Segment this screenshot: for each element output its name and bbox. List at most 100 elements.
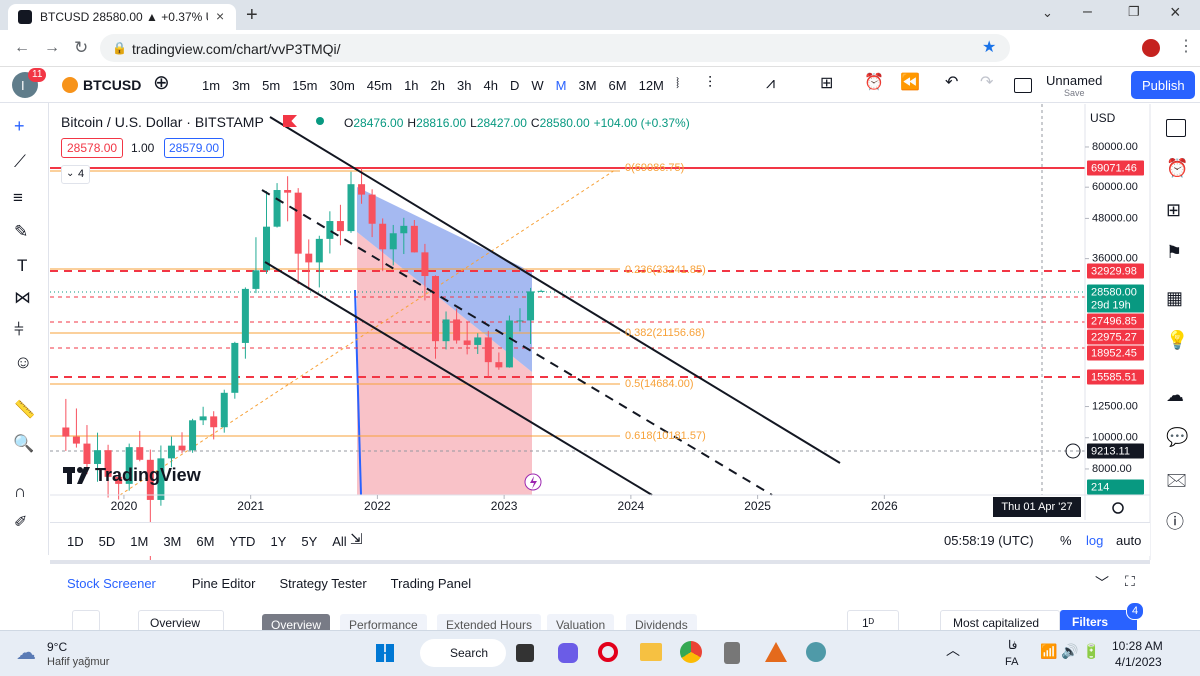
publish-button[interactable]: Publish	[1131, 71, 1195, 99]
screener-tab[interactable]: Performance	[340, 614, 427, 634]
pattern-tool[interactable]: ⋈	[14, 288, 31, 307]
app-matlab[interactable]	[765, 642, 787, 662]
profile[interactable]	[1142, 39, 1160, 57]
maximize[interactable]: ❐	[1128, 4, 1140, 19]
interval-button[interactable]: 15m	[292, 78, 318, 93]
active-tab[interactable]: BTCUSD 28580.00 ▲ +0.37% Unn ×	[8, 4, 236, 30]
minimize[interactable]: –	[1083, 3, 1092, 20]
range-button[interactable]: 1M	[130, 534, 149, 549]
zoom-tool[interactable]: 🔍	[13, 434, 35, 453]
interval-button[interactable]: W	[531, 78, 544, 93]
layout-name[interactable]: Unnamed	[1046, 73, 1103, 88]
cursor-tool[interactable]: +	[14, 116, 25, 136]
trendline-tool[interactable]: ⟋	[14, 152, 26, 171]
fib-tool[interactable]: ≡	[13, 188, 23, 207]
tab-close[interactable]: ×	[216, 8, 225, 24]
range-button[interactable]: 3M	[163, 534, 182, 549]
time[interactable]: 10:28 AM	[1112, 639, 1163, 653]
layouts[interactable]: ⊞	[820, 75, 834, 92]
bid-box[interactable]: 28578.00	[61, 138, 123, 158]
ask-box[interactable]: 28579.00	[164, 138, 224, 158]
chrome[interactable]	[680, 641, 702, 663]
interval-button[interactable]: 4h	[483, 78, 498, 93]
data-window[interactable]: ⊞	[1166, 200, 1182, 220]
range-button[interactable]: YTD	[229, 534, 256, 549]
calendar[interactable]: ▦	[1166, 288, 1184, 308]
currency[interactable]: USD	[1090, 111, 1116, 125]
interval-button[interactable]: 3h	[457, 78, 472, 93]
chats[interactable]: 💬	[1166, 427, 1189, 447]
tray-icons[interactable]: 📶 🔊 🔋	[1040, 643, 1101, 659]
interval-button[interactable]: 5m	[262, 78, 281, 93]
reload[interactable]: ↻	[74, 38, 89, 57]
help[interactable]: ⓘ	[1166, 512, 1184, 532]
plus-button[interactable]	[1065, 443, 1081, 459]
language[interactable]: فا	[1008, 638, 1018, 652]
text-tool[interactable]: T	[17, 256, 28, 275]
magnet-tool[interactable]: ∩	[14, 482, 27, 501]
date[interactable]: 4/1/2023	[1115, 655, 1162, 669]
screener-tab[interactable]: Extended Hours	[437, 614, 542, 634]
measure-tool[interactable]: 📏	[14, 400, 36, 419]
save[interactable]: Save	[1064, 88, 1085, 98]
task-view[interactable]	[516, 644, 534, 662]
start[interactable]	[376, 644, 394, 662]
teams[interactable]	[558, 643, 578, 663]
watchlist[interactable]	[1166, 119, 1186, 137]
interval-button[interactable]: 3M	[578, 78, 597, 93]
explorer[interactable]	[640, 643, 662, 661]
range-button[interactable]: 5D	[98, 534, 116, 549]
interval-button[interactable]: 1h	[404, 78, 419, 93]
symbol[interactable]: BTCUSD	[83, 77, 142, 93]
icon-tool[interactable]: ☺	[14, 352, 33, 372]
interval-button[interactable]: 2h	[430, 78, 446, 93]
alert[interactable]: ⏰	[864, 74, 884, 91]
settings-gear[interactable]	[1112, 502, 1124, 514]
streams[interactable]: ☁	[1166, 385, 1184, 405]
flag[interactable]	[283, 115, 297, 127]
percent-toggle[interactable]: %	[1060, 533, 1072, 548]
interval-button[interactable]: 45m	[366, 78, 393, 93]
notifications[interactable]: 🖂	[1166, 470, 1188, 490]
screener-tab[interactable]: Valuation	[547, 614, 615, 634]
close-window[interactable]: ×	[1170, 2, 1181, 22]
calculator[interactable]	[724, 642, 740, 664]
alerts[interactable]: ⏰	[1166, 158, 1189, 178]
layout-icon[interactable]	[1014, 78, 1032, 93]
screener-tab[interactable]: Overview	[262, 614, 331, 634]
opera[interactable]	[598, 642, 618, 662]
prediction-tool[interactable]: ⫩	[14, 320, 24, 339]
screener-tab[interactable]: Dividends	[626, 614, 697, 634]
log-toggle[interactable]: log	[1086, 533, 1104, 548]
temperature[interactable]: 9°C	[47, 640, 68, 654]
range-button[interactable]: 1D	[67, 534, 84, 549]
panel-tab[interactable]: Pine Editor	[191, 576, 256, 591]
panel-collapse[interactable]: ﹀	[1095, 575, 1109, 591]
interval-button[interactable]: D	[509, 78, 520, 93]
range-button[interactable]: 5Y	[301, 534, 318, 549]
language-code[interactable]: FA	[1005, 656, 1019, 668]
panel-maximize[interactable]: ⛶	[1125, 573, 1135, 589]
interval-button[interactable]: 30m	[329, 78, 355, 93]
omnibox[interactable]: 🔒 tradingview.com/chart/vvP3TMQi/ ★	[100, 34, 1010, 62]
panel-tab[interactable]: Stock Screener	[67, 576, 156, 591]
compare[interactable]: ⊕	[153, 72, 170, 94]
app-globe[interactable]	[806, 642, 826, 662]
range-button[interactable]: 1Y	[270, 534, 287, 549]
auto-toggle[interactable]: auto	[1116, 533, 1142, 548]
hotlists[interactable]: ⚑	[1166, 242, 1183, 262]
forward[interactable]: →	[44, 39, 60, 56]
interval-button[interactable]: 12M	[638, 78, 664, 93]
templates[interactable]: ⩘	[766, 75, 776, 92]
weather[interactable]: Hafif yağmur	[47, 656, 110, 668]
lock-tool[interactable]: ✐	[14, 514, 28, 531]
search-box[interactable]: Search	[420, 639, 506, 667]
range-button[interactable]: All	[332, 534, 347, 549]
undo[interactable]: ↶	[945, 74, 959, 91]
interval-button[interactable]: 6M	[608, 78, 627, 93]
menu[interactable]: ⋮	[1178, 38, 1194, 55]
tab-search[interactable]: ⌄	[1042, 5, 1053, 20]
interval-button[interactable]: 1m	[202, 78, 221, 93]
panel-tab[interactable]: Strategy Tester	[279, 576, 367, 591]
goto-date[interactable]: ⇲	[350, 531, 363, 548]
